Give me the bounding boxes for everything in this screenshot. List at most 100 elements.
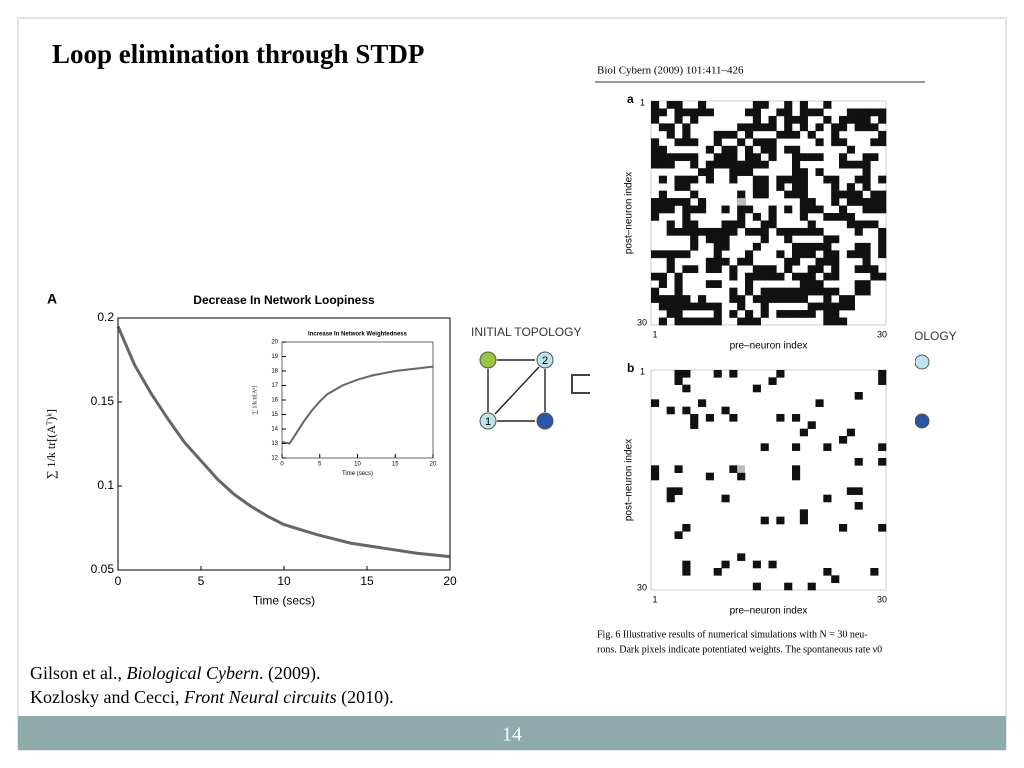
matrix-cell (776, 250, 785, 259)
y-tick-label: 18 (271, 369, 278, 375)
node (914, 354, 930, 370)
matrix-cell (784, 130, 793, 139)
matrix-cell (737, 168, 746, 176)
y-tick-label: 0.1 (97, 478, 114, 492)
matrix-cell (745, 250, 754, 259)
matrix-cell (823, 568, 832, 576)
matrix-cell (807, 250, 816, 259)
matrix-cell (729, 272, 738, 281)
matrix-cell (784, 101, 793, 109)
matrix-cell (854, 250, 863, 259)
matrix-cell (831, 213, 840, 221)
matrix-cell (690, 265, 699, 274)
matrix-cell (705, 227, 714, 236)
matrix-cell (784, 235, 793, 244)
tick-label: 1 (640, 366, 645, 376)
matrix-cell (854, 160, 863, 169)
matrix-cell (698, 295, 707, 303)
matrix-cell (776, 227, 785, 236)
x-axis-label: pre–neuron index (730, 606, 808, 617)
matrix-cell (831, 130, 840, 139)
matrix-cell (878, 190, 887, 199)
matrix-cell (721, 160, 730, 169)
matrix-cell (658, 123, 667, 132)
matrix-cell (792, 175, 801, 184)
topology-title: INITIAL TOPOLOGY (471, 325, 581, 339)
matrix-cell (768, 153, 777, 162)
ref-rest: . (2009). (259, 663, 321, 684)
matrix-cell (658, 280, 667, 288)
matrix-cell (698, 101, 707, 109)
node (914, 413, 930, 429)
matrix-cell (862, 280, 871, 288)
matrix-cell (666, 250, 675, 259)
matrix-cell (854, 287, 863, 296)
matrix-cell (698, 302, 707, 311)
y-tick-label: 14 (271, 427, 278, 433)
matrix-cell (799, 205, 808, 214)
x-tick-label: 15 (392, 462, 399, 468)
matrix-cell (690, 302, 699, 311)
matrix-cell (823, 443, 832, 451)
matrix-cell (721, 257, 730, 266)
matrix-cell (823, 242, 832, 251)
matrix-cell (713, 257, 722, 266)
matrix-cell (839, 160, 848, 169)
reference: Kozlosky and Cecci, Front Neural circuit… (30, 687, 394, 708)
matrix-cell (666, 494, 675, 503)
matrix-cell (729, 295, 738, 303)
matrix-cell (682, 295, 691, 303)
matrix-cell (854, 175, 863, 184)
matrix-cell (690, 175, 699, 184)
matrix-cell (768, 145, 777, 154)
matrix-cell (807, 287, 816, 296)
matrix-cell (823, 295, 832, 303)
matrix-cell (666, 153, 675, 162)
matrix-cell (752, 295, 761, 303)
matrix-cell (682, 406, 691, 415)
data-line (281, 365, 434, 445)
matrix-cell (862, 160, 871, 169)
node (479, 412, 497, 430)
matrix-cell (760, 310, 769, 318)
matrix-cell (737, 198, 745, 206)
matrix-cell (854, 487, 863, 495)
matrix-cell (792, 153, 801, 162)
matrix-cell (737, 257, 746, 266)
tick-label: 30 (877, 594, 887, 604)
matrix-cell (839, 213, 848, 221)
matrix-cell (674, 115, 683, 124)
matrix-cell (815, 138, 824, 147)
matrix-cell (846, 190, 855, 199)
matrix-cell (752, 242, 761, 251)
matrix-cell (878, 524, 887, 532)
matrix-cell (831, 138, 840, 147)
matrix-cell (682, 108, 691, 117)
matrix-cell (831, 265, 840, 274)
matrix-cell (698, 317, 707, 326)
matrix-cell (721, 235, 730, 244)
matrix-cell (854, 265, 863, 274)
matrix-cell (862, 257, 871, 266)
matrix-cell (713, 242, 722, 251)
matrix-label: b (627, 361, 634, 375)
matrix-cell (807, 265, 816, 274)
topology-edges (487, 359, 546, 422)
matrix-cell (713, 235, 722, 244)
matrix-cell (737, 465, 745, 473)
matrix-cell (658, 302, 667, 311)
matrix-cell (651, 101, 660, 109)
matrix-cell (768, 220, 777, 229)
matrix-cell (760, 123, 769, 132)
node (536, 351, 554, 369)
matrix-cell (862, 115, 871, 124)
matrix-cell (799, 250, 808, 259)
matrix-cell (854, 115, 863, 124)
matrix-cell (846, 198, 855, 206)
tick-label: 30 (877, 329, 887, 339)
matrix-cell (705, 257, 714, 266)
matrix-cell (737, 213, 746, 221)
matrix-cell (823, 235, 832, 244)
matrix-cell (862, 198, 871, 206)
matrix-cell (807, 108, 816, 117)
